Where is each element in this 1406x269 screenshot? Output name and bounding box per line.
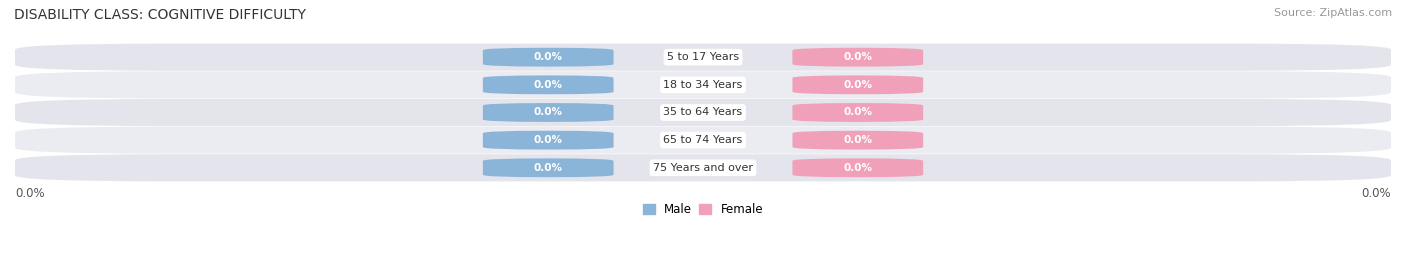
FancyBboxPatch shape <box>15 44 1391 71</box>
FancyBboxPatch shape <box>793 158 924 177</box>
Text: 0.0%: 0.0% <box>844 163 872 173</box>
Text: DISABILITY CLASS: COGNITIVE DIFFICULTY: DISABILITY CLASS: COGNITIVE DIFFICULTY <box>14 8 307 22</box>
Text: 0.0%: 0.0% <box>534 108 562 118</box>
Text: 0.0%: 0.0% <box>844 108 872 118</box>
FancyBboxPatch shape <box>15 71 1391 98</box>
FancyBboxPatch shape <box>15 127 1391 154</box>
Text: 5 to 17 Years: 5 to 17 Years <box>666 52 740 62</box>
Text: 0.0%: 0.0% <box>844 80 872 90</box>
FancyBboxPatch shape <box>793 75 924 94</box>
Text: 65 to 74 Years: 65 to 74 Years <box>664 135 742 145</box>
Text: 75 Years and over: 75 Years and over <box>652 163 754 173</box>
Text: 0.0%: 0.0% <box>534 52 562 62</box>
FancyBboxPatch shape <box>482 48 613 67</box>
FancyBboxPatch shape <box>793 131 924 150</box>
Text: 0.0%: 0.0% <box>534 135 562 145</box>
Text: 0.0%: 0.0% <box>844 52 872 62</box>
Text: 0.0%: 0.0% <box>844 135 872 145</box>
FancyBboxPatch shape <box>482 103 613 122</box>
Text: 0.0%: 0.0% <box>534 80 562 90</box>
FancyBboxPatch shape <box>482 75 613 94</box>
FancyBboxPatch shape <box>482 158 613 177</box>
FancyBboxPatch shape <box>15 99 1391 126</box>
Legend: Male, Female: Male, Female <box>638 199 768 221</box>
FancyBboxPatch shape <box>15 154 1391 181</box>
Text: Source: ZipAtlas.com: Source: ZipAtlas.com <box>1274 8 1392 18</box>
Text: 0.0%: 0.0% <box>534 163 562 173</box>
FancyBboxPatch shape <box>793 48 924 67</box>
Text: 35 to 64 Years: 35 to 64 Years <box>664 108 742 118</box>
Text: 0.0%: 0.0% <box>1361 187 1391 200</box>
FancyBboxPatch shape <box>793 103 924 122</box>
FancyBboxPatch shape <box>482 131 613 150</box>
Text: 18 to 34 Years: 18 to 34 Years <box>664 80 742 90</box>
Text: 0.0%: 0.0% <box>15 187 45 200</box>
